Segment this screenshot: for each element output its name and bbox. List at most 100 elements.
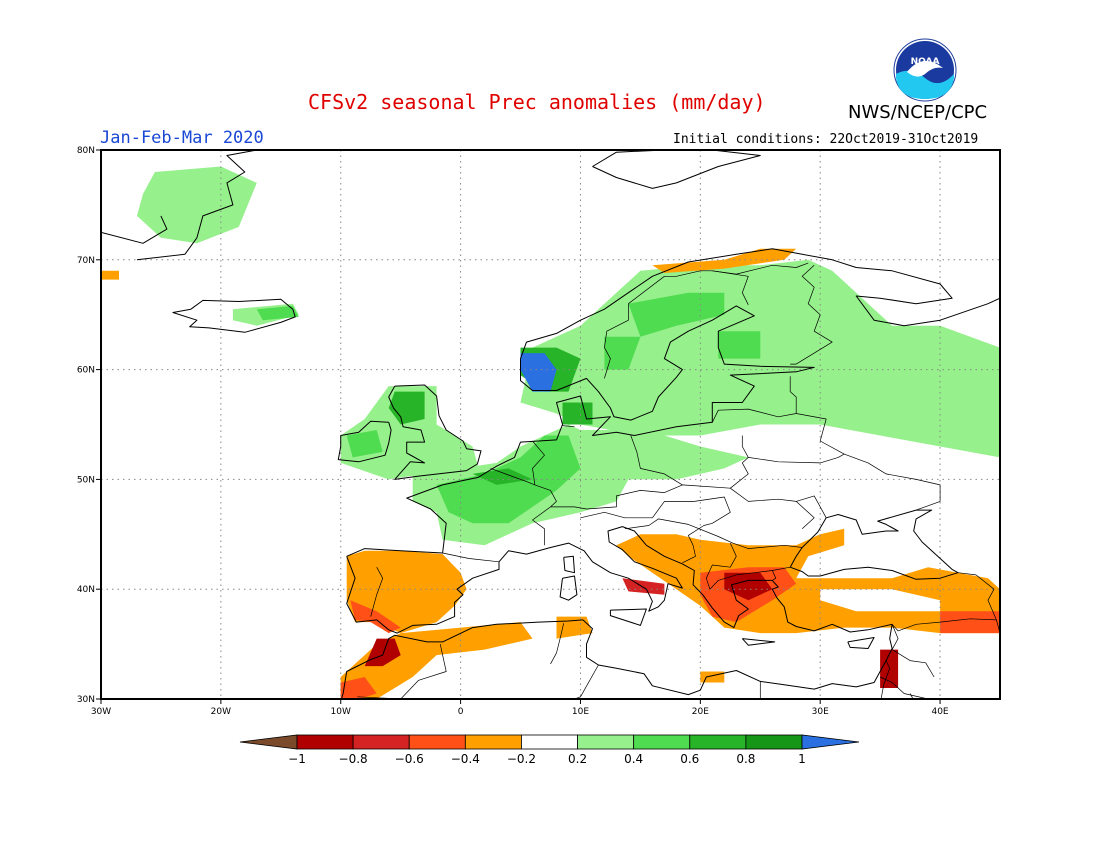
coastline — [388, 384, 482, 480]
country-border — [490, 468, 557, 546]
colorbar-swatch--1_-0.8 — [296, 734, 354, 750]
coastline — [136, 150, 257, 261]
colorbar-swatch-gt_1 — [801, 734, 860, 750]
anomaly-region-levant-red — [880, 649, 899, 688]
anomaly-region-norway-blue — [520, 353, 557, 392]
lon-tick-label: 40E — [931, 707, 948, 717]
anomaly-region-germany-dark — [472, 468, 533, 485]
colorbar-swatch--0.4_-0.2 — [464, 734, 522, 750]
lon-tick-label: 30W — [91, 707, 111, 717]
country-border — [772, 566, 791, 571]
country-border — [891, 624, 935, 678]
colorbar-label: −1 — [288, 752, 306, 766]
colorbar-label: 0.8 — [736, 752, 755, 766]
country-border — [580, 496, 731, 564]
coastline — [340, 526, 893, 699]
country-border — [532, 440, 545, 485]
country-border — [550, 623, 565, 665]
lon-tick-label: 10W — [331, 707, 351, 717]
lat-tick-label: 50N — [77, 475, 95, 485]
coastline — [563, 555, 575, 574]
country-border — [796, 495, 827, 518]
anomaly-region-uk-ireland — [340, 386, 479, 480]
anomaly-region-morocco-orange — [340, 677, 377, 699]
lon-tick-label: 30E — [812, 707, 829, 717]
anomaly-region-denmark-dark — [562, 402, 593, 425]
coastline — [337, 420, 392, 463]
coastline — [346, 248, 1000, 557]
colorbar-label: −0.2 — [507, 752, 536, 766]
anomaly-region-uk-dark — [388, 391, 425, 425]
country-border — [879, 676, 931, 699]
coastline — [592, 150, 761, 189]
anomaly-region-morocco-red — [364, 638, 401, 667]
colorbar-swatch--0.6_-0.4 — [408, 734, 466, 750]
lon-tick-label: 10E — [572, 707, 589, 717]
colorbar-swatch-lt_-1 — [239, 734, 298, 750]
lat-tick-label: 30N — [77, 695, 95, 705]
agency-label: NWS/NCEP/CPC — [848, 102, 988, 123]
country-border — [996, 619, 1000, 667]
coastline — [172, 298, 296, 333]
initial-conditions-label: Initial conditions: 22Oct2019-31Oct2019 — [673, 132, 979, 147]
country-border — [370, 567, 384, 617]
lon-tick-label: 0 — [458, 707, 464, 717]
anomaly-region-greenland-west-orange — [101, 270, 119, 280]
country-border — [909, 693, 914, 699]
colorbar-label: 1 — [798, 752, 806, 766]
coastline — [559, 575, 578, 601]
lat-tick-label: 80N — [77, 146, 95, 156]
country-borders — [357, 262, 1000, 699]
colorbar-swatch-0.6_0.8 — [689, 734, 747, 750]
season-label: Jan-Feb-Mar 2020 — [100, 128, 264, 148]
noaa-logo-icon: NOAA — [893, 38, 957, 102]
colorbar-label: 0.6 — [680, 752, 699, 766]
lon-tick-label: 20W — [211, 707, 231, 717]
colorbar-swatch-0.8_1 — [745, 734, 803, 750]
colorbar-label: −0.4 — [451, 752, 480, 766]
country-border — [562, 425, 575, 428]
country-border — [711, 376, 797, 423]
country-border — [442, 552, 500, 563]
coastline — [609, 608, 647, 626]
colorbar-swatch-0.4_0.6 — [633, 734, 691, 750]
country-border — [844, 453, 941, 511]
anomaly-region-norway-north-orange — [652, 248, 797, 273]
map-frame — [100, 149, 1001, 700]
anomaly-region-iceland-east — [256, 305, 299, 321]
lat-tick-label: 60N — [77, 366, 95, 376]
map-gridlines — [101, 150, 1000, 699]
country-border — [748, 413, 845, 464]
colorbar-label: −0.8 — [339, 752, 368, 766]
anomaly-region-finland-green — [718, 331, 761, 359]
noaa-logo-text: NOAA — [911, 57, 940, 67]
country-border — [891, 572, 997, 632]
colorbar-swatch--0.8_-0.6 — [352, 734, 410, 750]
country-border — [790, 265, 833, 365]
colorbar-swatch--0.2_0.2 — [521, 734, 578, 750]
anomaly-region-norway-green — [628, 292, 725, 337]
lat-tick-label: 40N — [77, 585, 95, 595]
coastline — [101, 215, 168, 244]
anomaly-region-italy-red — [622, 578, 665, 595]
country-border — [705, 542, 777, 590]
coastline — [789, 509, 959, 580]
country-border — [604, 303, 629, 379]
coastlines — [101, 150, 1000, 699]
lat-tick-label: 70N — [77, 256, 95, 266]
country-border — [712, 270, 749, 305]
anomaly-region-iberia-red — [350, 600, 401, 634]
colorbar-swatch-0.2_0.4 — [577, 734, 635, 750]
coastline — [847, 637, 875, 649]
anomaly-region-sweden-green — [604, 336, 641, 370]
country-border — [880, 660, 891, 699]
axis-ticks: 30W 20W 10W 0 10E 20E 30E 40E 30N 40N 50N 60N 70N 80N — [77, 146, 949, 717]
country-border — [550, 484, 815, 530]
anomaly-region-greece-darkred — [724, 572, 773, 601]
anomaly-region-turkey-white — [820, 589, 941, 612]
anomaly-region-algeria-tunisia — [556, 616, 593, 639]
country-border — [624, 518, 803, 549]
anomaly-region-turkey-east-red — [940, 611, 1000, 634]
